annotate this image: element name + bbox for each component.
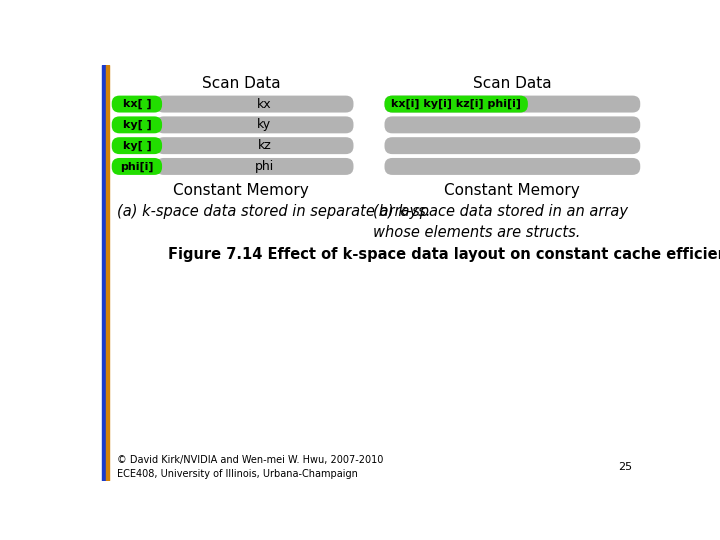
Bar bbox=[102, 65, 106, 481]
FancyBboxPatch shape bbox=[156, 117, 354, 133]
Text: Figure 7.14 Effect of k-space data layout on constant cache efficiency.: Figure 7.14 Effect of k-space data layou… bbox=[168, 247, 720, 261]
Bar bbox=[107, 65, 109, 481]
FancyBboxPatch shape bbox=[156, 158, 354, 175]
Text: Scan Data: Scan Data bbox=[202, 76, 280, 91]
FancyBboxPatch shape bbox=[156, 96, 354, 112]
Text: phi: phi bbox=[255, 160, 274, 173]
FancyBboxPatch shape bbox=[384, 117, 640, 133]
Text: kx[ ]: kx[ ] bbox=[122, 99, 151, 109]
Text: ky[ ]: ky[ ] bbox=[122, 140, 151, 151]
Text: 25: 25 bbox=[618, 462, 632, 472]
FancyBboxPatch shape bbox=[384, 137, 640, 154]
Text: © David Kirk/NVIDIA and Wen-mei W. Hwu, 2007-2010
ECE408, University of Illinois: © David Kirk/NVIDIA and Wen-mei W. Hwu, … bbox=[117, 455, 384, 479]
Text: Scan Data: Scan Data bbox=[473, 76, 552, 91]
FancyBboxPatch shape bbox=[384, 96, 640, 112]
Text: kx[i] ky[i] kz[i] phi[i]: kx[i] ky[i] kz[i] phi[i] bbox=[391, 99, 521, 109]
Text: kz: kz bbox=[258, 139, 271, 152]
FancyBboxPatch shape bbox=[112, 137, 162, 154]
Text: (a) k-space data stored in separate arrays.: (a) k-space data stored in separate arra… bbox=[117, 204, 431, 219]
Text: ky: ky bbox=[257, 118, 271, 131]
Text: Constant Memory: Constant Memory bbox=[174, 183, 309, 198]
Text: Constant Memory: Constant Memory bbox=[444, 183, 580, 198]
FancyBboxPatch shape bbox=[156, 137, 354, 154]
FancyBboxPatch shape bbox=[384, 158, 640, 175]
Text: kx: kx bbox=[257, 98, 271, 111]
Text: (b) k-space data stored in an array
whose elements are structs.: (b) k-space data stored in an array whos… bbox=[373, 204, 628, 240]
FancyBboxPatch shape bbox=[112, 96, 162, 112]
Text: ky[ ]: ky[ ] bbox=[122, 120, 151, 130]
FancyBboxPatch shape bbox=[112, 158, 162, 175]
FancyBboxPatch shape bbox=[112, 117, 162, 133]
Text: phi[i]: phi[i] bbox=[120, 161, 153, 172]
FancyBboxPatch shape bbox=[384, 96, 528, 112]
